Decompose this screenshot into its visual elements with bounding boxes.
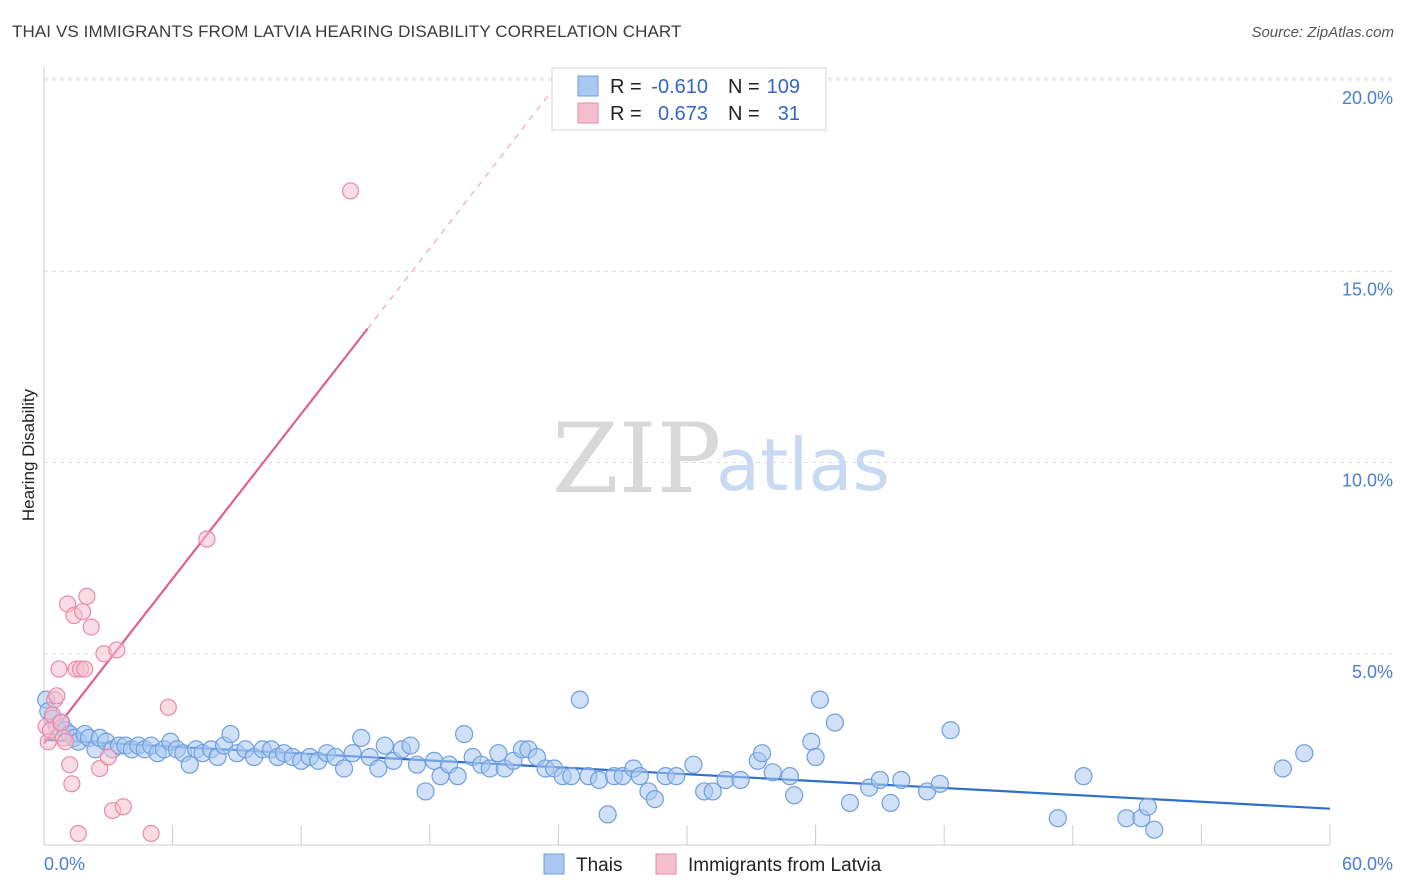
thais-point — [598, 805, 617, 824]
legend-latvia-label: Immigrants from Latvia — [688, 855, 882, 876]
latvia-point — [114, 798, 132, 816]
thais-r-value: -0.610 — [651, 76, 708, 98]
thais-point — [1295, 744, 1314, 763]
thais-point — [343, 744, 362, 763]
latvia-point — [142, 824, 160, 843]
legend-latvia-swatch — [655, 853, 677, 875]
x-tick-min: 0.0% — [44, 854, 85, 874]
thais-point — [1048, 809, 1067, 828]
latvia-point — [108, 641, 126, 659]
thais-point — [416, 782, 435, 801]
thais-point — [407, 755, 427, 774]
thais-point — [352, 728, 371, 748]
thais-point — [881, 793, 900, 813]
thais-point — [645, 789, 664, 809]
y-axis-label: Hearing Disability — [19, 388, 38, 521]
latvia-point — [159, 698, 177, 716]
y-tick-label: 5.0% — [1352, 662, 1393, 682]
thais-point — [763, 763, 782, 782]
latvia-point — [61, 756, 79, 774]
latvia-swatch — [577, 102, 599, 124]
watermark-zip: ZIP — [552, 403, 721, 515]
legend-thais-label: Thais — [576, 855, 622, 876]
thais-point — [454, 724, 474, 744]
chart-source: Source: ZipAtlas.com — [1251, 24, 1394, 41]
stats-legend: R = -0.610 N = 109 R = 0.673 N = 31 — [551, 67, 827, 131]
thais-point — [570, 690, 589, 709]
thais-point — [590, 770, 609, 790]
thais-point — [369, 759, 388, 778]
thais-point — [825, 713, 844, 732]
thais-swatch — [577, 75, 599, 97]
thais-r-label: R = — [610, 76, 642, 98]
thais-point — [731, 770, 750, 790]
latvia-point — [50, 660, 68, 678]
thais-point — [802, 732, 821, 751]
legend-thais-swatch — [543, 853, 565, 875]
thais-point — [562, 767, 581, 786]
thais-n-label: N = — [728, 76, 760, 98]
thais-point — [489, 744, 508, 763]
latvia-n-value: 31 — [778, 103, 800, 125]
thais-point — [840, 793, 859, 813]
thais-point — [703, 782, 722, 801]
thais-point — [870, 770, 890, 790]
axes — [43, 66, 1331, 846]
chart-title: THAI VS IMMIGRANTS FROM LATVIA HEARING D… — [12, 22, 682, 41]
latvia-point — [63, 775, 81, 793]
latvia-point — [82, 618, 100, 636]
thais-point — [752, 744, 772, 763]
thais-point — [684, 755, 703, 774]
latvia-point — [341, 182, 360, 200]
latvia-trend-extension — [367, 68, 570, 329]
latvia-point — [91, 759, 109, 778]
thais-point — [630, 767, 649, 786]
thais-point — [941, 721, 960, 740]
thais-point — [401, 736, 420, 755]
latvia-point — [99, 748, 117, 766]
thais-point — [180, 755, 199, 774]
thais-point — [375, 736, 394, 755]
thais-point — [1145, 820, 1164, 839]
y-tick-label: 15.0% — [1342, 279, 1393, 299]
y-tick-label: 10.0% — [1342, 471, 1393, 491]
latvia-n-label: N = — [728, 103, 760, 125]
latvia-point — [56, 733, 75, 751]
latvia-point — [76, 660, 94, 678]
latvia-point — [73, 603, 92, 621]
thais-point — [806, 747, 825, 767]
thais-point — [221, 724, 240, 744]
latvia-points — [37, 182, 360, 843]
latvia-point — [78, 587, 96, 605]
latvia-point — [69, 824, 87, 843]
thais-point — [930, 774, 950, 793]
thais-n-value: 109 — [767, 76, 800, 98]
x-tick-max: 60.0% — [1342, 854, 1393, 874]
thais-point — [785, 786, 804, 805]
y-tick-label: 20.0% — [1342, 88, 1393, 108]
thais-point — [424, 751, 444, 770]
thais-point — [1074, 767, 1093, 786]
series-legend: Thais Immigrants from Latvia — [543, 853, 882, 876]
latvia-r-value: 0.673 — [658, 103, 708, 125]
thais-points — [37, 690, 1314, 839]
watermark-atlas: atlas — [716, 423, 890, 507]
latvia-r-label: R = — [610, 103, 642, 125]
latvia-point — [198, 530, 216, 548]
thais-point — [1138, 797, 1157, 816]
thais-point — [1273, 759, 1292, 778]
thais-point — [448, 767, 467, 786]
thais-point — [334, 759, 354, 778]
thais-point — [810, 690, 829, 709]
latvia-point — [52, 713, 70, 732]
latvia-point — [48, 687, 66, 705]
thais-point — [667, 767, 686, 786]
thais-point — [780, 767, 799, 786]
thais-point — [892, 770, 911, 790]
y-tick-labels: 5.0% 10.0% 15.0% 20.0% — [1342, 88, 1393, 682]
gridlines — [44, 77, 1393, 655]
